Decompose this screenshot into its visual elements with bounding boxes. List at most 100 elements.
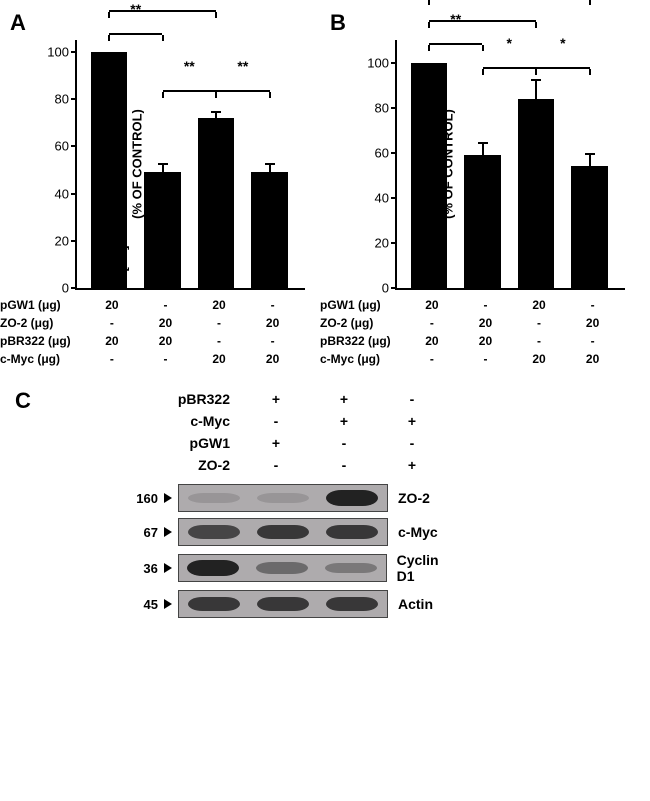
ytick-label: 40 [375,190,389,205]
band [187,560,239,576]
condition-label: ZO-2 (μg) [0,316,80,330]
ytick-label: 20 [55,233,69,248]
sig-bracket [163,90,217,92]
condition-cell: - [467,298,503,312]
sig-tick [589,0,591,5]
condition-cell: 20 [254,316,290,330]
ytick-label: 80 [55,92,69,107]
sig-tick [535,22,537,28]
panel-c-label: C [15,388,31,414]
sig-bracket [109,33,163,35]
sig-tick [428,45,430,51]
ytick [71,287,77,289]
c-condition-label: pBR322 [160,391,230,407]
sig-bracket [429,20,536,22]
bar [144,172,180,288]
panel-b-plot-area: ABSORBANCE VALUE (630 nm) (% OF CONTROL)… [395,40,625,290]
blot-row: 36Cyclin D1 [135,552,460,584]
c-condition-row: c-Myc-++ [160,410,460,432]
condition-cell: - [467,352,503,366]
panel-a-conditions: pGW1 (μg)20-20-ZO-2 (μg)-20-20pBR322 (μg… [75,296,305,368]
band [325,563,377,574]
band [188,493,240,502]
ytick [391,107,397,109]
condition-row: pBR322 (μg)2020-- [75,332,305,350]
sig-bracket [536,67,590,69]
condition-cell: 20 [254,352,290,366]
condition-row: c-Myc (μg)--2020 [395,350,625,368]
band [257,597,309,611]
panel-a-label: A [10,10,26,36]
c-condition-row: pGW1+-- [160,432,460,454]
c-condition-cell: + [378,413,446,429]
sig-tick [428,22,430,28]
sig-bracket [429,43,483,45]
ytick [71,240,77,242]
ytick [391,62,397,64]
c-condition-cell: + [242,391,310,407]
bar [518,99,554,288]
blot-strip [178,518,388,546]
ytick [391,287,397,289]
sig-label: ** [450,11,461,27]
c-condition-cell: - [242,457,310,473]
panel-b-label: B [330,10,346,36]
condition-cell: 20 [574,316,610,330]
condition-label: pGW1 (μg) [320,298,400,312]
ytick [391,152,397,154]
condition-cell: 20 [574,352,610,366]
c-condition-label: pGW1 [160,435,230,451]
blot-strip [178,554,387,582]
bar [198,118,234,288]
error-cap [158,163,168,165]
condition-cell: - [574,298,610,312]
error-bar [269,165,271,172]
ytick [71,98,77,100]
bar [571,166,607,288]
band [326,597,378,611]
sig-tick [535,69,537,75]
blot-name: c-Myc [398,524,438,540]
ytick-label: 0 [382,281,389,296]
condition-cell: - [201,334,237,348]
condition-cell: - [254,334,290,348]
blot-strip [178,484,388,512]
error-cap [478,142,488,144]
c-condition-cell: + [310,413,378,429]
condition-row: pBR322 (μg)2020-- [395,332,625,350]
c-condition-cell: - [242,413,310,429]
error-cap [211,111,221,113]
blot-name: Actin [398,596,433,612]
condition-cell: - [147,352,183,366]
band [257,493,309,502]
panel-b-chart: ABSORBANCE VALUE (630 nm) (% OF CONTROL)… [395,40,625,368]
condition-cell: - [254,298,290,312]
error-bar [482,144,484,155]
bar [464,155,500,288]
error-bar [162,165,164,172]
panel-c-blots: 160ZO-267c-Myc36Cyclin D145Actin [135,484,460,618]
mw-label: 36 [135,561,170,576]
ytick-label: 80 [375,100,389,115]
ytick [71,51,77,53]
error-bar [589,155,591,166]
ytick [391,197,397,199]
sig-label: * [507,35,512,51]
ytick [391,242,397,244]
sig-tick [108,35,110,41]
c-condition-row: ZO-2--+ [160,454,460,476]
sig-tick [162,35,164,41]
mw-label: 67 [135,525,170,540]
condition-label: c-Myc (μg) [0,352,80,366]
c-condition-label: c-Myc [160,413,230,429]
sig-tick [589,69,591,75]
ytick [71,193,77,195]
condition-row: ZO-2 (μg)-20-20 [395,314,625,332]
sig-bracket [483,67,537,69]
c-condition-label: ZO-2 [160,457,230,473]
error-cap [531,79,541,81]
sig-tick [215,12,217,18]
ytick-label: 20 [375,235,389,250]
condition-row: ZO-2 (μg)-20-20 [75,314,305,332]
error-bar [215,113,217,118]
